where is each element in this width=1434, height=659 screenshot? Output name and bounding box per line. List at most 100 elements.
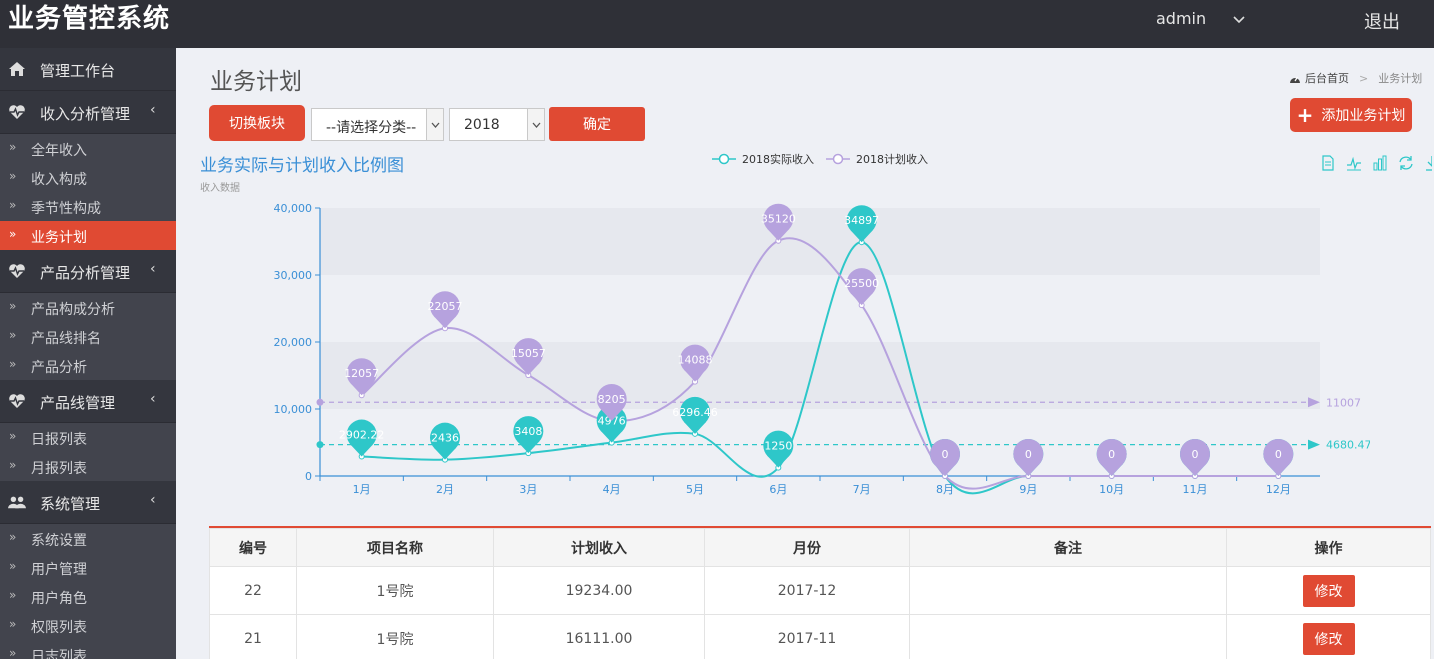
y-tick-label: 10,000 (274, 403, 313, 416)
data-label: 14088 (678, 354, 713, 367)
legend-item-actual[interactable]: 2018实际收入 (712, 151, 814, 167)
data-label: 0 (1275, 448, 1282, 461)
cell-month: 2017-11 (704, 614, 910, 659)
double-chevron-icon: » (9, 429, 17, 443)
data-label: 0 (1108, 448, 1115, 461)
user-menu[interactable]: admin (1156, 9, 1207, 28)
category-select-value: --请选择分类-- (326, 120, 417, 136)
users-icon (8, 496, 26, 509)
sidebar-group-label: 系统管理 (40, 495, 101, 513)
x-tick-label: 2月 (436, 483, 454, 496)
column-header: 月份 (704, 528, 910, 567)
cell-id: 22 (209, 566, 297, 615)
plus-icon: + (1296, 103, 1314, 127)
category-select[interactable]: --请选择分类-- (311, 108, 444, 141)
data-label: 2436 (431, 432, 459, 445)
sidebar-group-system[interactable]: 系统管理 ‹ (0, 481, 176, 524)
add-plan-button[interactable]: + 添加业务计划 (1290, 98, 1412, 132)
sidebar-item-monthly-report[interactable]: » 月报列表 (0, 452, 176, 481)
double-chevron-icon: » (9, 299, 17, 313)
data-pin (346, 419, 377, 450)
x-tick-label: 1月 (353, 483, 371, 496)
x-tick-label: 11月 (1183, 483, 1208, 496)
x-tick-label: 3月 (519, 483, 537, 496)
sidebar-item-permissions[interactable]: » 权限列表 (0, 611, 176, 640)
sidebar-item-label: 业务计划 (31, 230, 87, 246)
heartbeat-icon (9, 394, 25, 408)
x-tick-label: 9月 (1019, 483, 1037, 496)
double-chevron-icon: » (9, 328, 17, 342)
year-select[interactable]: 2018 (449, 108, 545, 141)
sidebar-item-user-management[interactable]: » 用户管理 (0, 553, 176, 582)
sidebar-item-seasonal[interactable]: » 季节性构成 (0, 192, 176, 221)
data-label: 35120 (761, 213, 796, 226)
data-pin (430, 291, 460, 322)
data-pin (930, 439, 960, 469)
plan-table: 编号 项目名称 计划收入 月份 备注 操作 22 1号院 19234.00 20… (209, 528, 1431, 659)
column-header: 编号 (209, 528, 297, 567)
column-header: 操作 (1226, 528, 1431, 567)
sidebar-item-logs[interactable]: » 日志列表 (0, 640, 176, 659)
chevron-left-icon: ‹ (150, 391, 156, 407)
table-row: 22 1号院 19234.00 2017-12 修改 (209, 566, 1431, 615)
refresh-icon[interactable] (1398, 155, 1414, 171)
legend-label: 2018实际收入 (742, 153, 814, 166)
edit-button[interactable]: 修改 (1302, 574, 1355, 607)
switch-section-button[interactable]: 切换板块 (209, 105, 305, 141)
sidebar-item-annual-income[interactable]: » 全年收入 (0, 134, 176, 163)
sidebar-item-business-plan[interactable]: » 业务计划 (0, 221, 176, 250)
sidebar-group-product-analysis[interactable]: 产品分析管理 ‹ (0, 250, 176, 293)
data-view-icon[interactable] (1320, 155, 1336, 171)
x-tick-label: 12月 (1266, 483, 1291, 496)
select-arrow (426, 109, 443, 140)
data-pin (1180, 439, 1210, 469)
double-chevron-icon: » (9, 169, 17, 183)
data-label: 3408 (514, 425, 542, 438)
sidebar-group-workbench[interactable]: 管理工作台 (0, 48, 176, 91)
chevron-left-icon: ‹ (150, 261, 156, 277)
chevron-left-icon: ‹ (150, 102, 156, 118)
sidebar-item-product-ranking[interactable]: » 产品线排名 (0, 322, 176, 351)
double-chevron-icon: » (9, 588, 17, 602)
data-pin (680, 396, 710, 427)
confirm-button[interactable]: 确定 (549, 107, 645, 141)
breadcrumb-home[interactable]: 后台首页 (1305, 72, 1349, 85)
sidebar-item-daily-report[interactable]: » 日报列表 (0, 423, 176, 452)
sidebar-group-income[interactable]: 收入分析管理 ‹ (0, 91, 176, 134)
line-chart-icon[interactable] (1346, 155, 1362, 171)
legend-line-icon (712, 153, 736, 165)
data-label: 6296.46 (672, 406, 718, 419)
y-tick-label: 40,000 (274, 202, 313, 215)
y-tick-label: 20,000 (274, 336, 313, 349)
data-pin (513, 416, 544, 447)
sidebar-item-label: 产品构成分析 (31, 302, 115, 318)
double-chevron-icon: » (9, 458, 17, 472)
data-pin (430, 422, 460, 453)
sidebar-group-product-line[interactable]: 产品线管理 ‹ (0, 380, 176, 423)
data-label: 4976 (598, 415, 626, 428)
chevron-down-icon[interactable] (1232, 12, 1246, 26)
download-icon[interactable] (1424, 155, 1432, 171)
table-row: 21 1号院 16111.00 2017-11 修改 (209, 614, 1431, 659)
chart-toolbox (1320, 155, 1432, 171)
heartbeat-icon (9, 264, 25, 278)
legend-item-plan[interactable]: 2018计划收入 (826, 151, 928, 167)
select-arrow (527, 109, 544, 140)
breadcrumb-separator: > (1359, 71, 1369, 85)
average-label: 11007 (1326, 396, 1361, 409)
sidebar-item-label: 月报列表 (31, 461, 87, 477)
sidebar-group-label: 收入分析管理 (40, 105, 131, 123)
sidebar-item-product-structure[interactable]: » 产品构成分析 (0, 293, 176, 322)
edit-button[interactable]: 修改 (1302, 622, 1355, 655)
sidebar-group-label: 产品线管理 (40, 394, 116, 412)
home-icon (9, 62, 25, 76)
cell-action: 修改 (1226, 566, 1431, 615)
app-title: 业务管控系统 (8, 4, 171, 34)
sidebar-item-system-settings[interactable]: » 系统设置 (0, 524, 176, 553)
column-header: 计划收入 (493, 528, 705, 567)
sidebar-item-user-roles[interactable]: » 用户角色 (0, 582, 176, 611)
sidebar-item-product-analysis[interactable]: » 产品分析 (0, 351, 176, 380)
bar-chart-icon[interactable] (1372, 155, 1388, 171)
sidebar-item-income-structure[interactable]: » 收入构成 (0, 163, 176, 192)
logout-link[interactable]: 退出 (1364, 12, 1400, 33)
